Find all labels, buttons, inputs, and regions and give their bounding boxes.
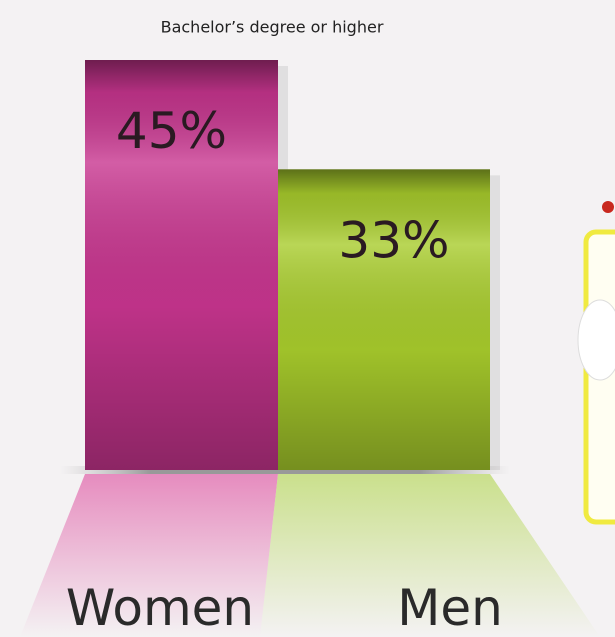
flower (602, 201, 614, 213)
bar-shade (85, 60, 278, 470)
reflection (20, 474, 278, 637)
chart-title: Bachelor’s degree or higher (161, 18, 384, 37)
bar-shade (278, 169, 490, 471)
bar-shadow (490, 175, 500, 471)
x-tick-label: Women (66, 579, 254, 637)
x-tick-label: Men (397, 579, 503, 637)
value-label: 45% (116, 102, 227, 160)
side-icon (577, 299, 615, 381)
value-label: 33% (338, 211, 449, 269)
reflection (260, 474, 600, 637)
